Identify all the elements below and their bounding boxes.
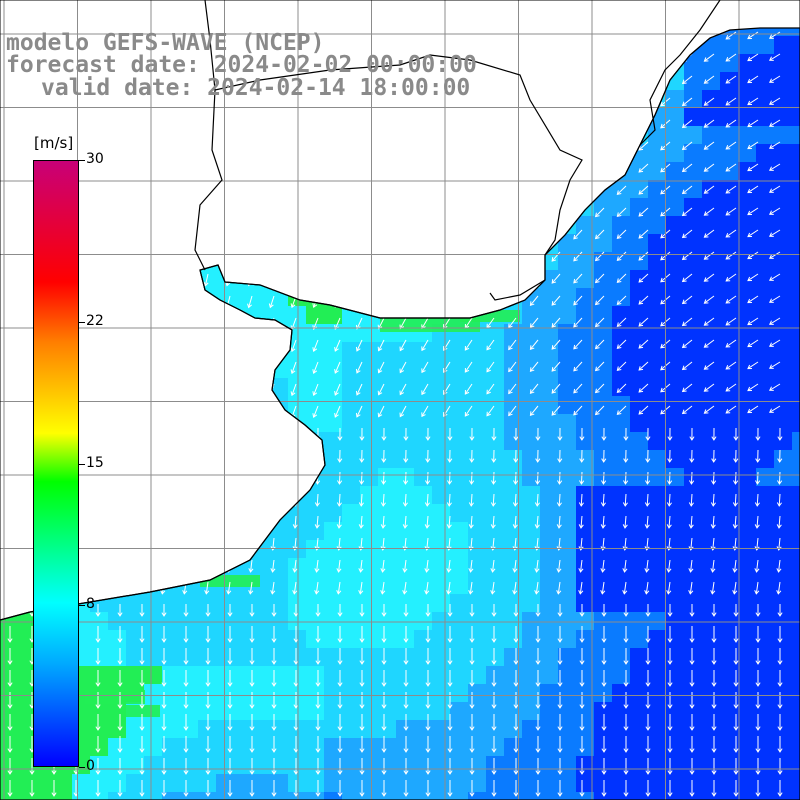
- colorbar-tick-label: 15: [86, 454, 104, 471]
- map-title-model: modelo GEFS-WAVE (NCEP): [6, 30, 325, 56]
- colorbar-tick-label: 8: [86, 596, 95, 613]
- map-title-forecast-date: forecast date: 2024-02-02 00:00:00: [6, 52, 477, 78]
- colorbar-tick-label: 22: [86, 312, 104, 329]
- colorbar-unit: [m/s]: [34, 134, 74, 152]
- colorbar-tick-mark: [79, 321, 85, 323]
- colorbar: [33, 160, 79, 767]
- colorbar-tick-mark: [79, 160, 85, 161]
- colorbar-tick-label: 0: [86, 758, 95, 774]
- colorbar-tick-mark: [79, 767, 85, 768]
- colorbar-tick-label: 30: [86, 151, 104, 167]
- map-title-valid-date: valid date: 2024-02-14 18:00:00: [41, 75, 471, 101]
- colorbar-tick-mark: [79, 463, 85, 465]
- colorbar-tick-mark: [79, 605, 85, 607]
